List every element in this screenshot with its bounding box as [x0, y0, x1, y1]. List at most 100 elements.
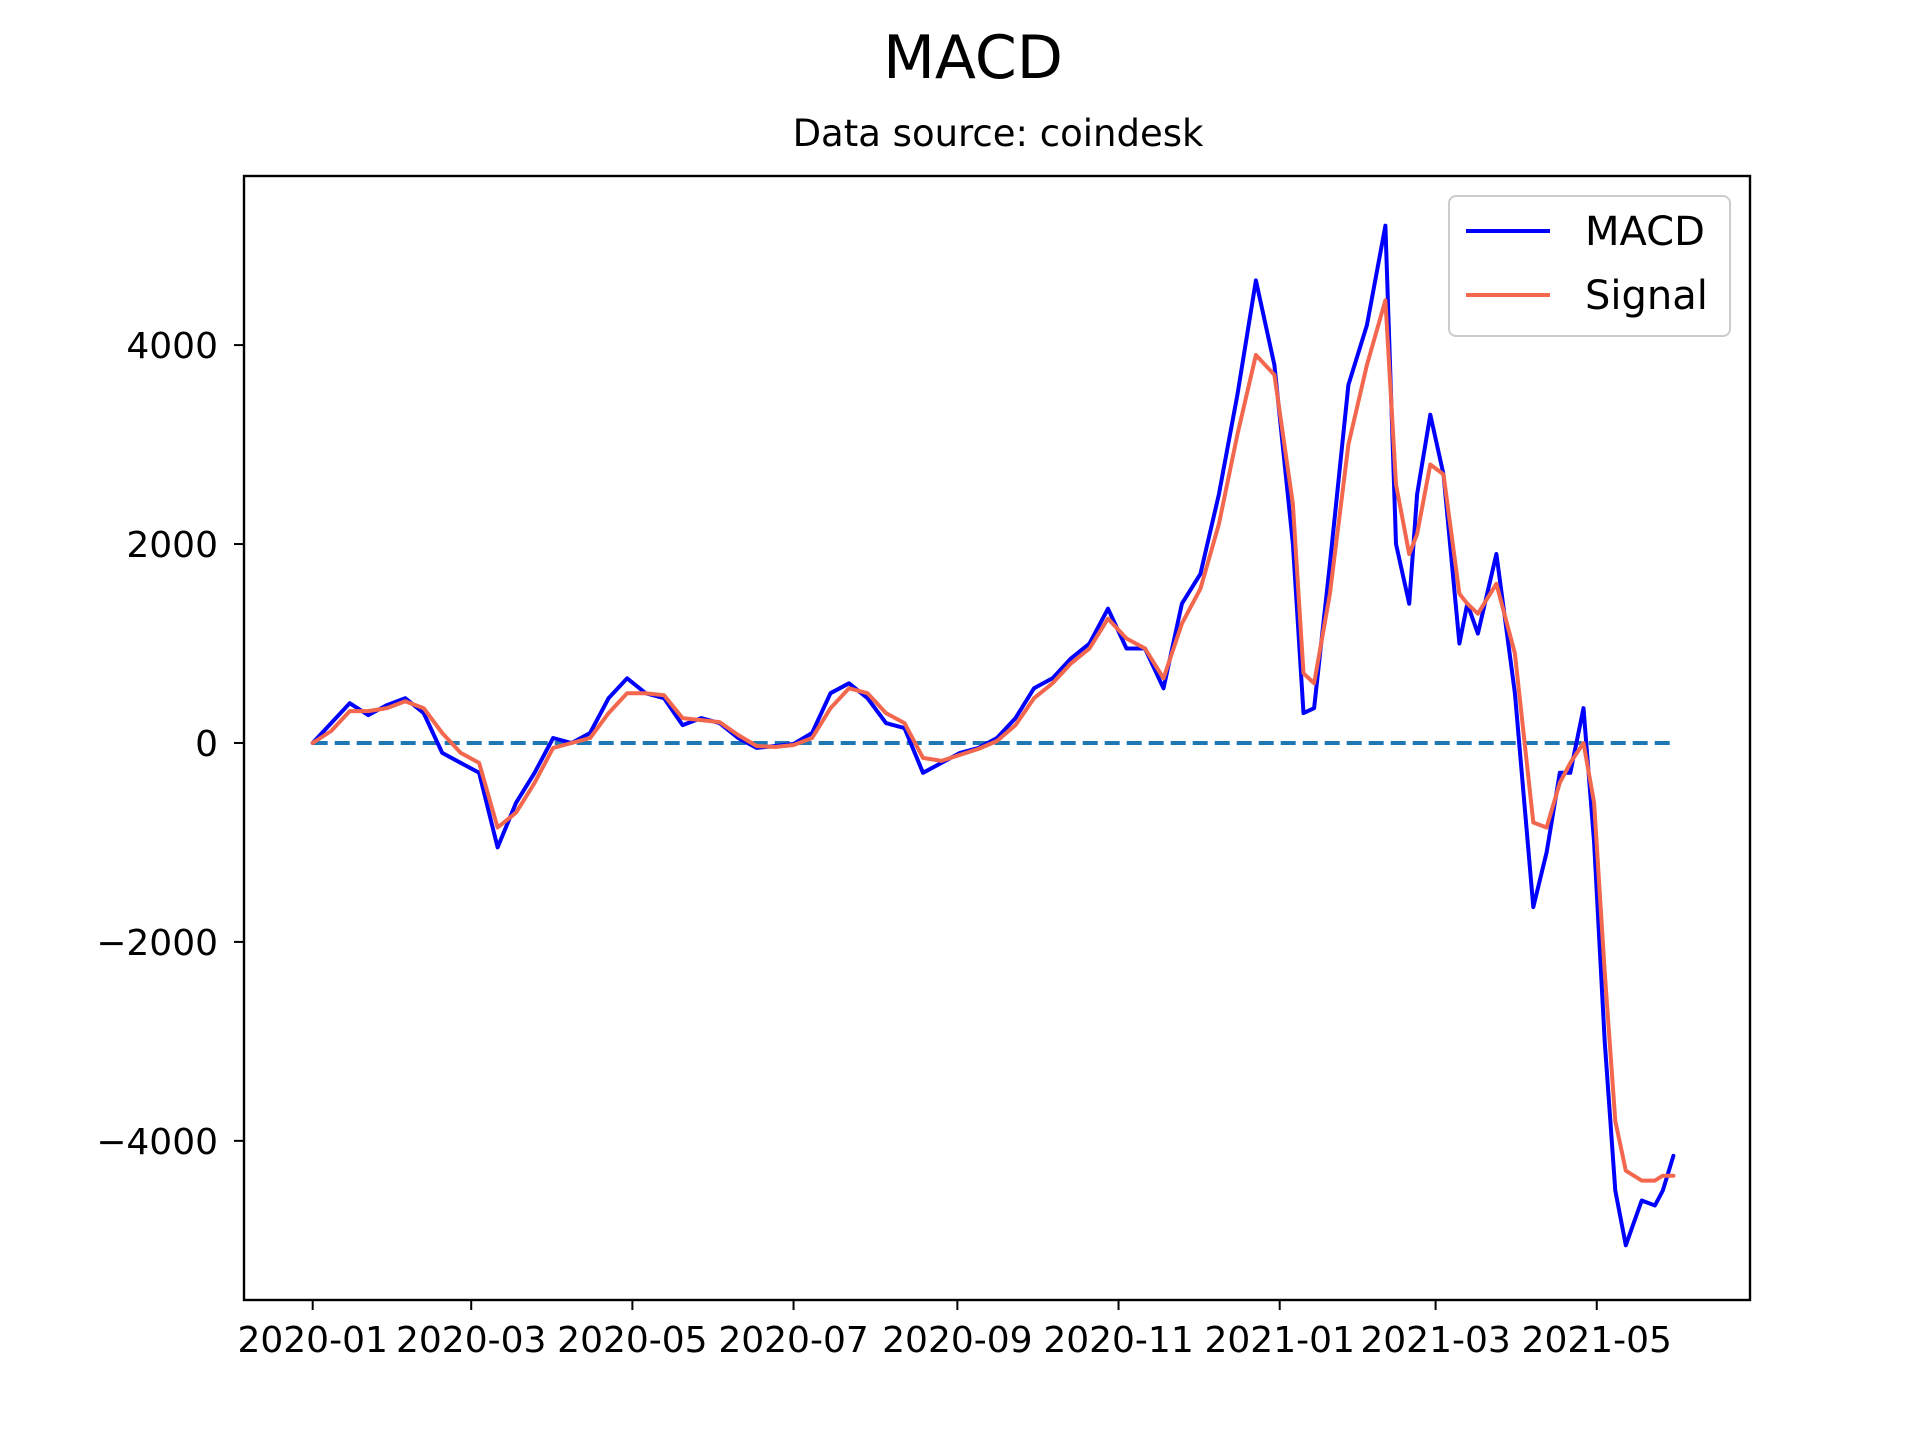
data-point-macd — [367, 714, 370, 716]
data-point-signal — [1654, 1179, 1656, 1182]
series-layer — [310, 223, 1676, 1248]
data-point-macd — [496, 846, 499, 849]
data-point-macd — [1582, 707, 1585, 709]
data-point-macd — [1545, 851, 1548, 854]
data-point-macd — [829, 692, 832, 694]
data-point-signal — [1125, 637, 1128, 640]
data-point-macd — [1255, 279, 1257, 282]
data-point-signal — [1603, 971, 1606, 973]
data-point-signal — [1458, 593, 1461, 595]
data-point-macd — [422, 712, 425, 714]
legend: MACD Signal — [1448, 195, 1731, 337]
data-point-macd — [1416, 493, 1418, 496]
data-point-signal — [1429, 463, 1432, 466]
data-point-signal — [700, 719, 702, 721]
data-point-macd — [922, 772, 924, 774]
data-point-signal — [1416, 533, 1418, 535]
data-point-macd — [533, 772, 536, 774]
data-point-macd — [1395, 543, 1397, 545]
data-point-signal — [1408, 553, 1410, 555]
data-point-signal — [1495, 583, 1498, 585]
data-point-macd — [1347, 384, 1350, 386]
data-point-signal — [1662, 1174, 1664, 1177]
data-point-signal — [1255, 354, 1257, 356]
data-point-signal — [644, 692, 647, 694]
data-point-signal — [1559, 782, 1561, 784]
x-tick-label: 2021-03 — [1360, 1320, 1510, 1361]
data-point-macd — [1070, 657, 1072, 660]
data-point-macd — [1033, 687, 1035, 690]
y-tick-label: 2000 — [126, 525, 218, 566]
data-point-macd — [1662, 1189, 1664, 1192]
data-point-macd — [459, 762, 462, 764]
data-point-signal — [774, 746, 776, 748]
data-point-macd — [1125, 647, 1128, 650]
data-point-signal — [1532, 821, 1535, 824]
data-point-macd — [1199, 573, 1202, 575]
data-point-macd — [885, 722, 887, 724]
data-point-signal — [496, 826, 499, 829]
data-point-macd — [441, 752, 444, 754]
data-point-macd — [1088, 642, 1091, 645]
data-point-signal — [1384, 299, 1387, 302]
data-point-signal — [552, 747, 554, 749]
data-point-signal — [478, 762, 480, 764]
data-point-macd — [811, 732, 813, 734]
x-tick-label: 2020-03 — [396, 1320, 546, 1361]
chart-subtitle: Data source: coindesk — [793, 112, 1204, 155]
data-point-signal — [663, 694, 665, 696]
data-point-signal — [515, 811, 517, 814]
data-point-signal — [533, 782, 536, 784]
data-point-macd — [1614, 1189, 1617, 1192]
data-point-macd — [385, 704, 388, 706]
data-point-macd — [1236, 394, 1239, 396]
data-point-signal — [459, 752, 462, 754]
data-point-signal — [885, 712, 887, 714]
data-point-signal — [1442, 473, 1445, 476]
data-point-signal — [1199, 588, 1202, 590]
data-point-macd — [1569, 772, 1572, 774]
data-point-signal — [404, 700, 407, 702]
data-point-macd — [1429, 413, 1432, 416]
data-point-macd — [330, 722, 333, 724]
data-point-macd — [681, 724, 684, 726]
data-point-signal — [1292, 503, 1294, 506]
data-point-signal — [922, 757, 924, 759]
data-point-signal — [1273, 374, 1276, 376]
data-point-macd — [515, 801, 517, 804]
data-point-macd — [1051, 677, 1054, 680]
x-tick-label: 2020-01 — [237, 1320, 387, 1361]
data-point-macd — [1162, 687, 1165, 690]
legend-label-signal: Signal — [1585, 273, 1708, 319]
data-point-signal — [1144, 647, 1146, 650]
data-point-macd — [1329, 563, 1331, 565]
x-tick-label: 2020-05 — [557, 1320, 707, 1361]
data-point-signal — [367, 710, 370, 712]
data-point-signal — [1640, 1179, 1643, 1182]
data-point-signal — [755, 745, 758, 747]
data-point-signal — [940, 760, 943, 762]
x-tick-label: 2020-11 — [1043, 1320, 1193, 1361]
data-point-signal — [1329, 593, 1331, 595]
data-point-macd — [848, 682, 850, 685]
data-point-signal — [903, 722, 906, 724]
data-point-macd — [1672, 1155, 1675, 1157]
data-point-signal — [1313, 682, 1315, 685]
data-point-macd — [1458, 642, 1461, 645]
data-point-macd — [1593, 841, 1595, 844]
data-point-signal — [1162, 677, 1165, 680]
data-point-macd — [607, 697, 610, 699]
data-point-signal — [1366, 364, 1368, 366]
y-tick-label: −4000 — [96, 1122, 218, 1163]
data-point-macd — [404, 697, 407, 699]
data-point-signal — [718, 721, 721, 723]
data-point-macd — [1532, 906, 1535, 908]
data-point-macd — [1495, 553, 1498, 555]
data-point-signal — [422, 707, 425, 709]
data-point-signal — [348, 710, 351, 712]
data-point-macd — [589, 732, 591, 734]
chart-title: MACD — [883, 23, 1063, 93]
axis-layer: 2020-01 2020-03 2020-05 2020-07 2020-09 2020-… — [96, 326, 1672, 1361]
